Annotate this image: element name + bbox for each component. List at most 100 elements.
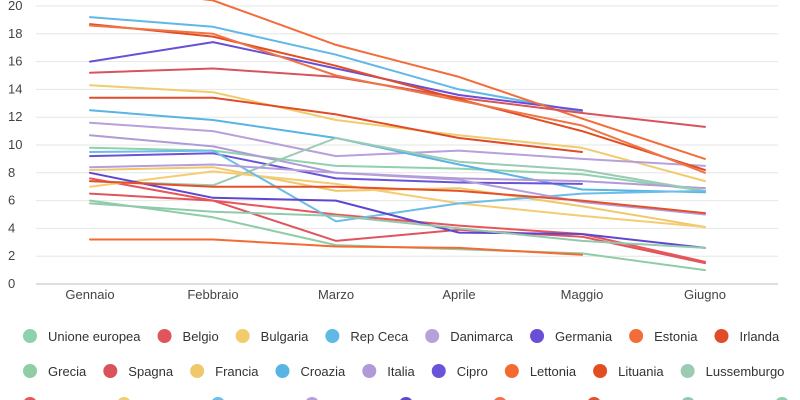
legend-label: Unione europea (48, 329, 141, 344)
legend-label: Bulgaria (261, 329, 309, 344)
x-tick-label: Marzo (318, 287, 354, 302)
legend-item[interactable]: Estonia (629, 329, 698, 344)
legend-item[interactable] (587, 397, 601, 400)
legend-label: Cipro (457, 364, 488, 379)
legend-label: Rep Ceca (350, 329, 409, 344)
y-tick-label: 10 (8, 137, 22, 152)
legend-marker (629, 329, 644, 343)
legend-item[interactable] (775, 397, 789, 400)
legend-label: Estonia (654, 329, 698, 344)
x-axis-ticks: Gennaio Febbraio Marzo Aprile Maggio Giugno (65, 287, 726, 302)
legend-label: Lussemburgo (706, 364, 785, 379)
legend-marker (593, 364, 608, 378)
legend-marker (530, 329, 545, 343)
legend-marker (504, 364, 519, 378)
series-line[interactable] (89, 23, 706, 171)
legend-item[interactable]: Lettonia (504, 364, 577, 379)
series-line[interactable] (89, 152, 583, 185)
legend-item[interactable]: Bulgaria (235, 329, 309, 344)
legend-marker (714, 329, 729, 343)
legend-item[interactable] (493, 397, 507, 400)
legend-marker (190, 364, 205, 378)
legend-item[interactable]: Grecia (23, 364, 87, 379)
legend-marker (212, 397, 224, 400)
legend-label: Croazia (300, 364, 346, 379)
y-axis-ticks: 0 2 4 6 8 10 12 14 16 18 20 (8, 0, 22, 291)
legend-item[interactable] (305, 397, 319, 400)
x-tick-label: Aprile (442, 287, 475, 302)
y-tick-label: 0 (8, 276, 15, 291)
series-line[interactable] (89, 180, 706, 215)
y-tick-label: 20 (8, 0, 22, 13)
legend-item[interactable]: Germania (530, 329, 613, 344)
legend-marker (362, 364, 377, 378)
legend-label: Spagna (128, 364, 174, 379)
legend[interactable]: Unione europea Belgio Bulgaria Rep Ceca Dani… (23, 329, 789, 400)
legend-item[interactable] (681, 397, 695, 400)
legend-item[interactable]: Unione europea (23, 329, 141, 344)
legend-item[interactable] (117, 397, 131, 400)
x-tick-label: Gennaio (65, 287, 114, 302)
legend-label: Belgio (183, 329, 219, 344)
legend-item[interactable]: Belgio (157, 329, 219, 344)
x-tick-label: Maggio (561, 287, 604, 302)
series-line[interactable] (89, 149, 706, 223)
series-line[interactable] (89, 177, 706, 263)
series-line[interactable] (89, 121, 706, 167)
legend-marker (157, 329, 172, 343)
x-tick-label: Febbraio (187, 287, 238, 302)
legend-marker (23, 364, 37, 378)
y-tick-label: 12 (8, 109, 22, 124)
legend-item[interactable] (211, 397, 225, 400)
legend-marker (118, 397, 130, 400)
legend-item[interactable]: Croazia (275, 364, 346, 379)
legend-label: Lettonia (530, 364, 577, 379)
legend-marker (682, 397, 694, 400)
legend-item[interactable]: Lituania (593, 364, 664, 379)
legend-label: Francia (215, 364, 259, 379)
legend-item[interactable]: Irlanda (714, 329, 781, 344)
legend-item[interactable] (23, 397, 37, 400)
legend-item[interactable]: Italia (362, 364, 416, 379)
legend-marker (235, 329, 250, 343)
y-tick-label: 14 (8, 81, 22, 96)
legend-label: Grecia (48, 364, 87, 379)
series-line[interactable] (89, 171, 706, 249)
series-line[interactable] (89, 41, 583, 112)
legend-item[interactable]: Rep Ceca (325, 329, 409, 344)
y-tick-label: 4 (8, 220, 15, 235)
legend-label: Danimarca (450, 329, 514, 344)
series-line[interactable] (89, 238, 583, 256)
series-lines (89, 0, 706, 272)
legend-label: Irlanda (740, 329, 781, 344)
series-line[interactable] (89, 109, 706, 194)
legend-marker (306, 397, 318, 400)
legend-marker (24, 397, 36, 400)
legend-item[interactable] (399, 397, 413, 400)
legend-item[interactable]: Cipro (431, 364, 488, 379)
legend-marker (680, 364, 695, 378)
series-line[interactable] (89, 24, 706, 174)
series-line[interactable] (89, 202, 706, 249)
y-tick-label: 6 (8, 193, 15, 208)
series-line[interactable] (89, 84, 706, 183)
series-line[interactable] (90, 0, 706, 160)
legend-item[interactable]: Francia (190, 364, 259, 379)
series-line[interactable] (89, 137, 706, 192)
legend-label: Lituania (618, 364, 664, 379)
legend-marker (23, 329, 37, 343)
legend-marker (588, 397, 600, 400)
legend-item[interactable]: Lussemburgo (680, 364, 785, 379)
y-tick-label: 18 (8, 26, 22, 41)
legend-item[interactable]: Spagna (103, 364, 174, 379)
series-line[interactable] (89, 16, 583, 113)
series-line[interactable] (89, 170, 706, 228)
legend-item[interactable]: Danimarca (425, 329, 514, 344)
series-line[interactable] (89, 163, 706, 216)
series-line[interactable] (89, 96, 583, 153)
legend-marker (431, 364, 446, 378)
legend-marker (494, 397, 506, 400)
legend-label: Italia (387, 364, 415, 379)
y-tick-label: 2 (8, 248, 15, 263)
